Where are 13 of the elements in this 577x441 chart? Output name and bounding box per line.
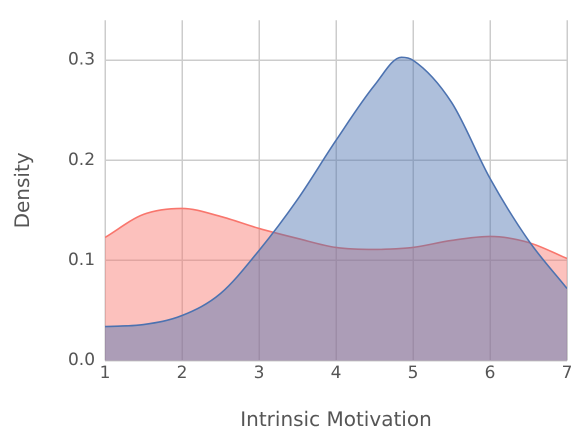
x-axis-title: Intrinsic Motivation — [240, 407, 432, 432]
y-axis-title: Density — [10, 152, 34, 228]
x-tick-label: 7 — [562, 363, 572, 384]
x-tick-label: 4 — [330, 363, 342, 384]
x-tick-label: 2 — [176, 363, 188, 384]
x-tick-label: 6 — [484, 363, 496, 384]
x-tick-label: 3 — [254, 363, 264, 384]
y-tick-label: 0.0 — [68, 350, 96, 370]
x-tick-label: 5 — [408, 363, 418, 384]
y-tick-label: 0.2 — [68, 150, 96, 170]
y-tick-label: 0.3 — [68, 50, 96, 70]
y-tick-label: 0.1 — [68, 250, 96, 270]
x-tick-label: 1 — [100, 363, 110, 384]
